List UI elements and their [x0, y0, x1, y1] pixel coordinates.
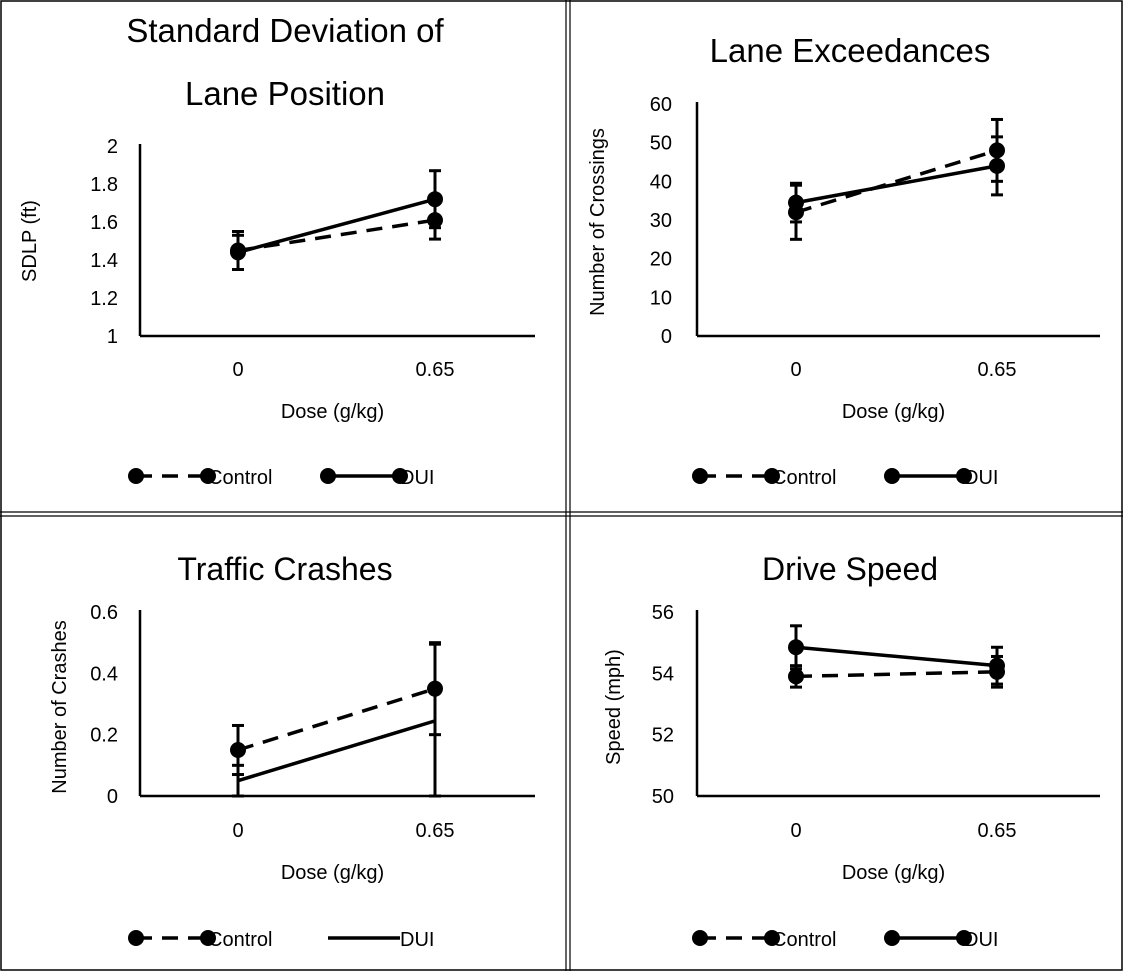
- x-axis-label: Dose (g/kg): [842, 862, 945, 884]
- chart-title: Traffic Crashes: [177, 551, 392, 587]
- y-axis-label: Speed (mph): [603, 649, 625, 765]
- legend-marker: [128, 930, 144, 946]
- x-tick-label: 0.65: [978, 820, 1017, 842]
- legend-label: Control: [772, 929, 836, 951]
- legend-marker: [692, 468, 708, 484]
- series-line-control: [795, 670, 998, 679]
- data-point-dui: [989, 657, 1005, 674]
- x-tick-label: 0: [232, 359, 243, 381]
- legend-marker: [956, 468, 972, 484]
- x-tick-label: 0: [790, 820, 801, 842]
- series-line-dui: [795, 645, 998, 668]
- chart-panel-3: Traffic Crashes 0 0.2 0.4 0.6 Number of Crash…: [49, 551, 535, 951]
- y-tick-label: 30: [650, 210, 672, 232]
- data-point-dui: [230, 244, 246, 261]
- legend-marker: [692, 930, 708, 946]
- legend-label: DUI: [400, 929, 434, 951]
- series-line-control: [237, 218, 436, 253]
- legend-marker: [884, 468, 900, 484]
- y-axis-label: Number of Crossings: [587, 128, 609, 316]
- x-tick-label: 0.65: [416, 359, 455, 381]
- legend-label: DUI: [964, 929, 998, 951]
- y-axis-label: Number of Crashes: [49, 620, 71, 793]
- y-tick-label: 0.4: [90, 663, 118, 685]
- legend-marker: [392, 468, 408, 484]
- y-tick-label: 60: [650, 94, 672, 116]
- chart-title: Lane Position: [185, 75, 385, 112]
- y-tick-label: 1.6: [90, 212, 118, 234]
- data-point-control: [788, 668, 804, 685]
- y-tick-label: 1.2: [90, 288, 118, 310]
- y-tick-label: 1: [107, 326, 118, 348]
- series-line-control: [795, 148, 998, 214]
- chart-panel-4: Drive Speed 50 52 54 56 Speed (mph) 0 0.65 Dose …: [603, 551, 1100, 951]
- y-tick-label: 0.6: [90, 602, 118, 624]
- chart-panel-2: Lane Exceedances 0 10 20 30 40 50 60 Number of C…: [587, 32, 1100, 489]
- data-point-control: [230, 742, 246, 758]
- data-point-dui: [989, 157, 1005, 174]
- series-line-dui: [237, 197, 436, 255]
- x-tick-label: 0: [232, 820, 243, 842]
- legend-marker: [764, 468, 780, 484]
- legend-marker: [956, 930, 972, 946]
- legend-marker: [764, 930, 780, 946]
- legend-marker: [128, 468, 144, 484]
- series-line-dui: [237, 719, 436, 783]
- y-tick-label: 0: [661, 326, 672, 348]
- chart-panel-1: Standard Deviation of Lane Position 1 1.2 1.…: [19, 12, 535, 489]
- legend-marker: [884, 930, 900, 946]
- y-tick-label: 50: [652, 786, 674, 808]
- x-tick-label: 0.65: [978, 359, 1017, 381]
- chart-title: Standard Deviation of: [126, 12, 444, 49]
- x-axis-label: Dose (g/kg): [281, 862, 384, 884]
- x-tick-label: 0.65: [416, 820, 455, 842]
- y-tick-label: 52: [652, 725, 674, 747]
- series-line-dui: [795, 164, 998, 205]
- x-axis-label: Dose (g/kg): [842, 401, 945, 423]
- series-line-control: [237, 686, 436, 752]
- legend-marker: [200, 468, 216, 484]
- legend-label: Control: [208, 929, 272, 951]
- legend-marker: [320, 468, 336, 484]
- legend-label: DUI: [400, 467, 434, 489]
- x-tick-label: 0: [790, 359, 801, 381]
- y-tick-label: 50: [650, 133, 672, 155]
- y-tick-label: 40: [650, 171, 672, 193]
- y-tick-label: 1.4: [90, 250, 118, 272]
- data-point-dui: [788, 194, 804, 211]
- chart-title: Lane Exceedances: [710, 32, 991, 69]
- legend-marker: [200, 930, 216, 946]
- legend-label: Control: [208, 467, 272, 489]
- y-tick-label: 20: [650, 249, 672, 271]
- y-tick-label: 56: [652, 602, 674, 624]
- y-tick-label: 54: [652, 663, 674, 685]
- y-tick-label: 0.2: [90, 725, 118, 747]
- y-tick-label: 0: [107, 786, 118, 808]
- y-tick-label: 2: [107, 136, 118, 158]
- chart-title: Drive Speed: [762, 551, 938, 587]
- y-axis-label: SDLP (ft): [19, 200, 41, 282]
- legend-label: DUI: [964, 467, 998, 489]
- y-tick-label: 10: [650, 287, 672, 309]
- legend-label: Control: [772, 467, 836, 489]
- y-tick-label: 1.8: [90, 174, 118, 196]
- data-point-dui: [788, 639, 804, 656]
- data-point-dui: [427, 191, 443, 208]
- x-axis-label: Dose (g/kg): [281, 401, 384, 423]
